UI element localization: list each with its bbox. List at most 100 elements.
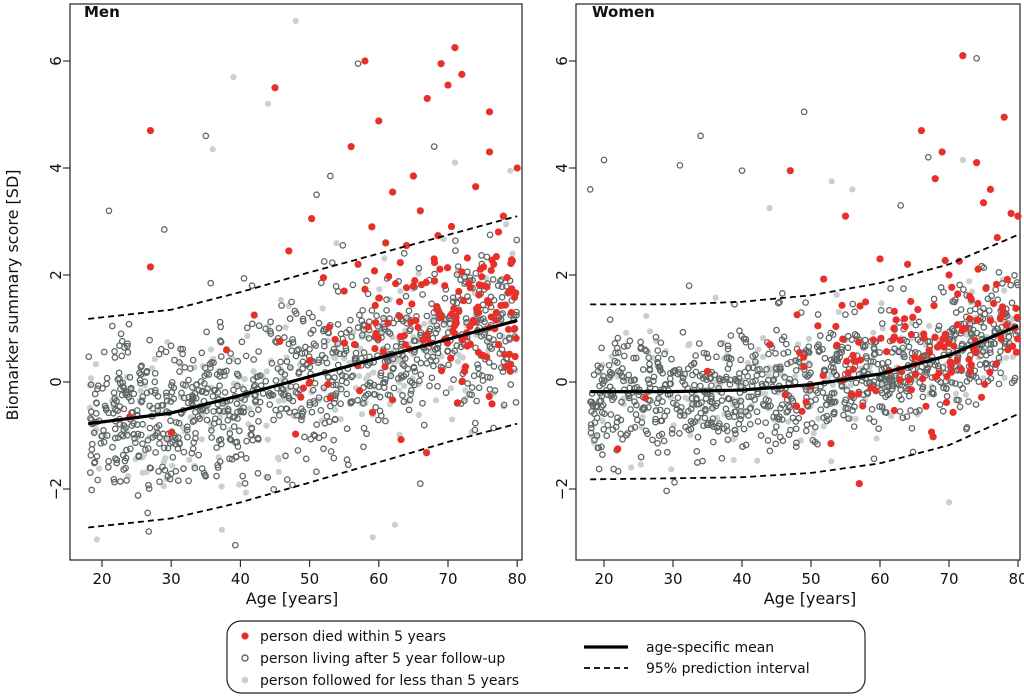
women-living-point	[787, 426, 794, 434]
men-living-point	[137, 379, 144, 387]
women-living-point	[773, 365, 780, 373]
women-living-point	[934, 326, 942, 334]
men-living-point	[248, 410, 255, 418]
men-short-point	[151, 355, 158, 363]
women-living-point	[659, 398, 666, 405]
men-x-tick-label: 60	[369, 570, 388, 588]
women-x-tick-label: 80	[1008, 570, 1024, 588]
men-living-point	[180, 448, 188, 456]
women-living-point	[600, 372, 607, 380]
men-living-point	[433, 322, 441, 330]
women-upper-interval-line	[590, 234, 1019, 306]
men-died-point	[466, 322, 474, 331]
women-living-point	[966, 375, 974, 382]
men-short-point	[370, 369, 377, 376]
women-living-point	[849, 300, 857, 308]
men-living-point	[315, 394, 323, 401]
women-living-point	[972, 374, 980, 381]
women-short-point	[766, 205, 773, 212]
women-living-point	[905, 392, 913, 400]
women-died-point	[973, 159, 981, 167]
men-living-point	[289, 336, 296, 343]
men-living-point	[371, 391, 379, 398]
men-died-point	[501, 301, 509, 309]
women-living-point	[679, 328, 687, 336]
men-living-point	[407, 390, 415, 398]
women-short-point	[620, 395, 627, 402]
men-living-point	[139, 440, 146, 448]
women-died-point	[843, 357, 851, 365]
women-died-point	[854, 390, 863, 398]
men-short-point	[186, 456, 193, 463]
men-died-point	[437, 60, 445, 68]
women-died-point	[800, 353, 808, 361]
men-living-point	[334, 288, 342, 295]
men-living-point	[117, 478, 124, 485]
women-short-point	[760, 353, 767, 360]
men-living-point	[225, 357, 233, 365]
men-living-point	[190, 439, 198, 446]
men-short-point	[218, 526, 225, 533]
women-living-point	[772, 440, 780, 448]
men-living-point	[400, 362, 408, 370]
women-living-point	[749, 352, 757, 360]
men-short-point	[233, 381, 241, 388]
men-died-point	[494, 341, 503, 349]
men-living-point	[181, 364, 189, 371]
men-died-point	[374, 334, 382, 342]
men-living-point	[450, 376, 457, 383]
men-died-point	[465, 279, 473, 287]
men-living-point	[408, 387, 415, 394]
women-short-point	[628, 464, 635, 471]
men-living-point	[126, 445, 134, 453]
men-living-point	[112, 455, 119, 462]
women-died-point	[856, 356, 865, 364]
men-living-point	[274, 365, 282, 372]
women-living-point	[808, 420, 816, 427]
women-living-point	[693, 448, 701, 455]
women-living-point	[697, 132, 704, 140]
women-died-point	[854, 338, 863, 346]
women-died-point	[953, 321, 962, 329]
women-died-point	[614, 445, 622, 453]
men-living-point	[183, 426, 191, 434]
women-living-point	[977, 351, 985, 359]
legend-short-marker	[241, 676, 249, 684]
men-living-point	[352, 349, 360, 357]
men-living-point	[428, 300, 435, 308]
women-living-point	[632, 411, 640, 418]
women-living-point	[685, 282, 693, 290]
women-short-point	[945, 499, 953, 506]
men-died-point	[408, 300, 416, 308]
women-living-point	[617, 430, 624, 438]
men-living-point	[384, 328, 392, 336]
women-short-point	[759, 334, 767, 342]
women-died-point	[848, 391, 856, 399]
men-living-point	[299, 408, 307, 415]
women-living-point	[703, 376, 711, 384]
women-died-point	[867, 384, 875, 392]
women-living-point	[995, 269, 1003, 276]
women-short-point	[638, 424, 645, 431]
men-living-point	[377, 372, 385, 379]
women-died-point	[856, 302, 864, 310]
men-living-point	[283, 405, 291, 413]
men-living-point	[320, 445, 327, 453]
men-living-point	[416, 480, 424, 487]
women-living-point	[976, 361, 984, 369]
men-living-point	[195, 386, 203, 394]
women-living-point	[875, 425, 882, 432]
men-living-point	[169, 453, 177, 461]
men-living-point	[153, 424, 161, 431]
women-died-point	[1012, 304, 1020, 312]
men-living-point	[354, 324, 362, 331]
women-living-point	[991, 340, 999, 347]
men-living-point	[211, 415, 219, 423]
women-short-point	[1001, 374, 1008, 381]
women-living-point	[668, 355, 675, 363]
women-living-point	[769, 377, 777, 384]
men-living-point	[143, 389, 151, 397]
legend-mean-label: age-specific mean	[646, 640, 774, 656]
men-short-point	[396, 387, 403, 394]
men-living-point	[430, 143, 438, 150]
